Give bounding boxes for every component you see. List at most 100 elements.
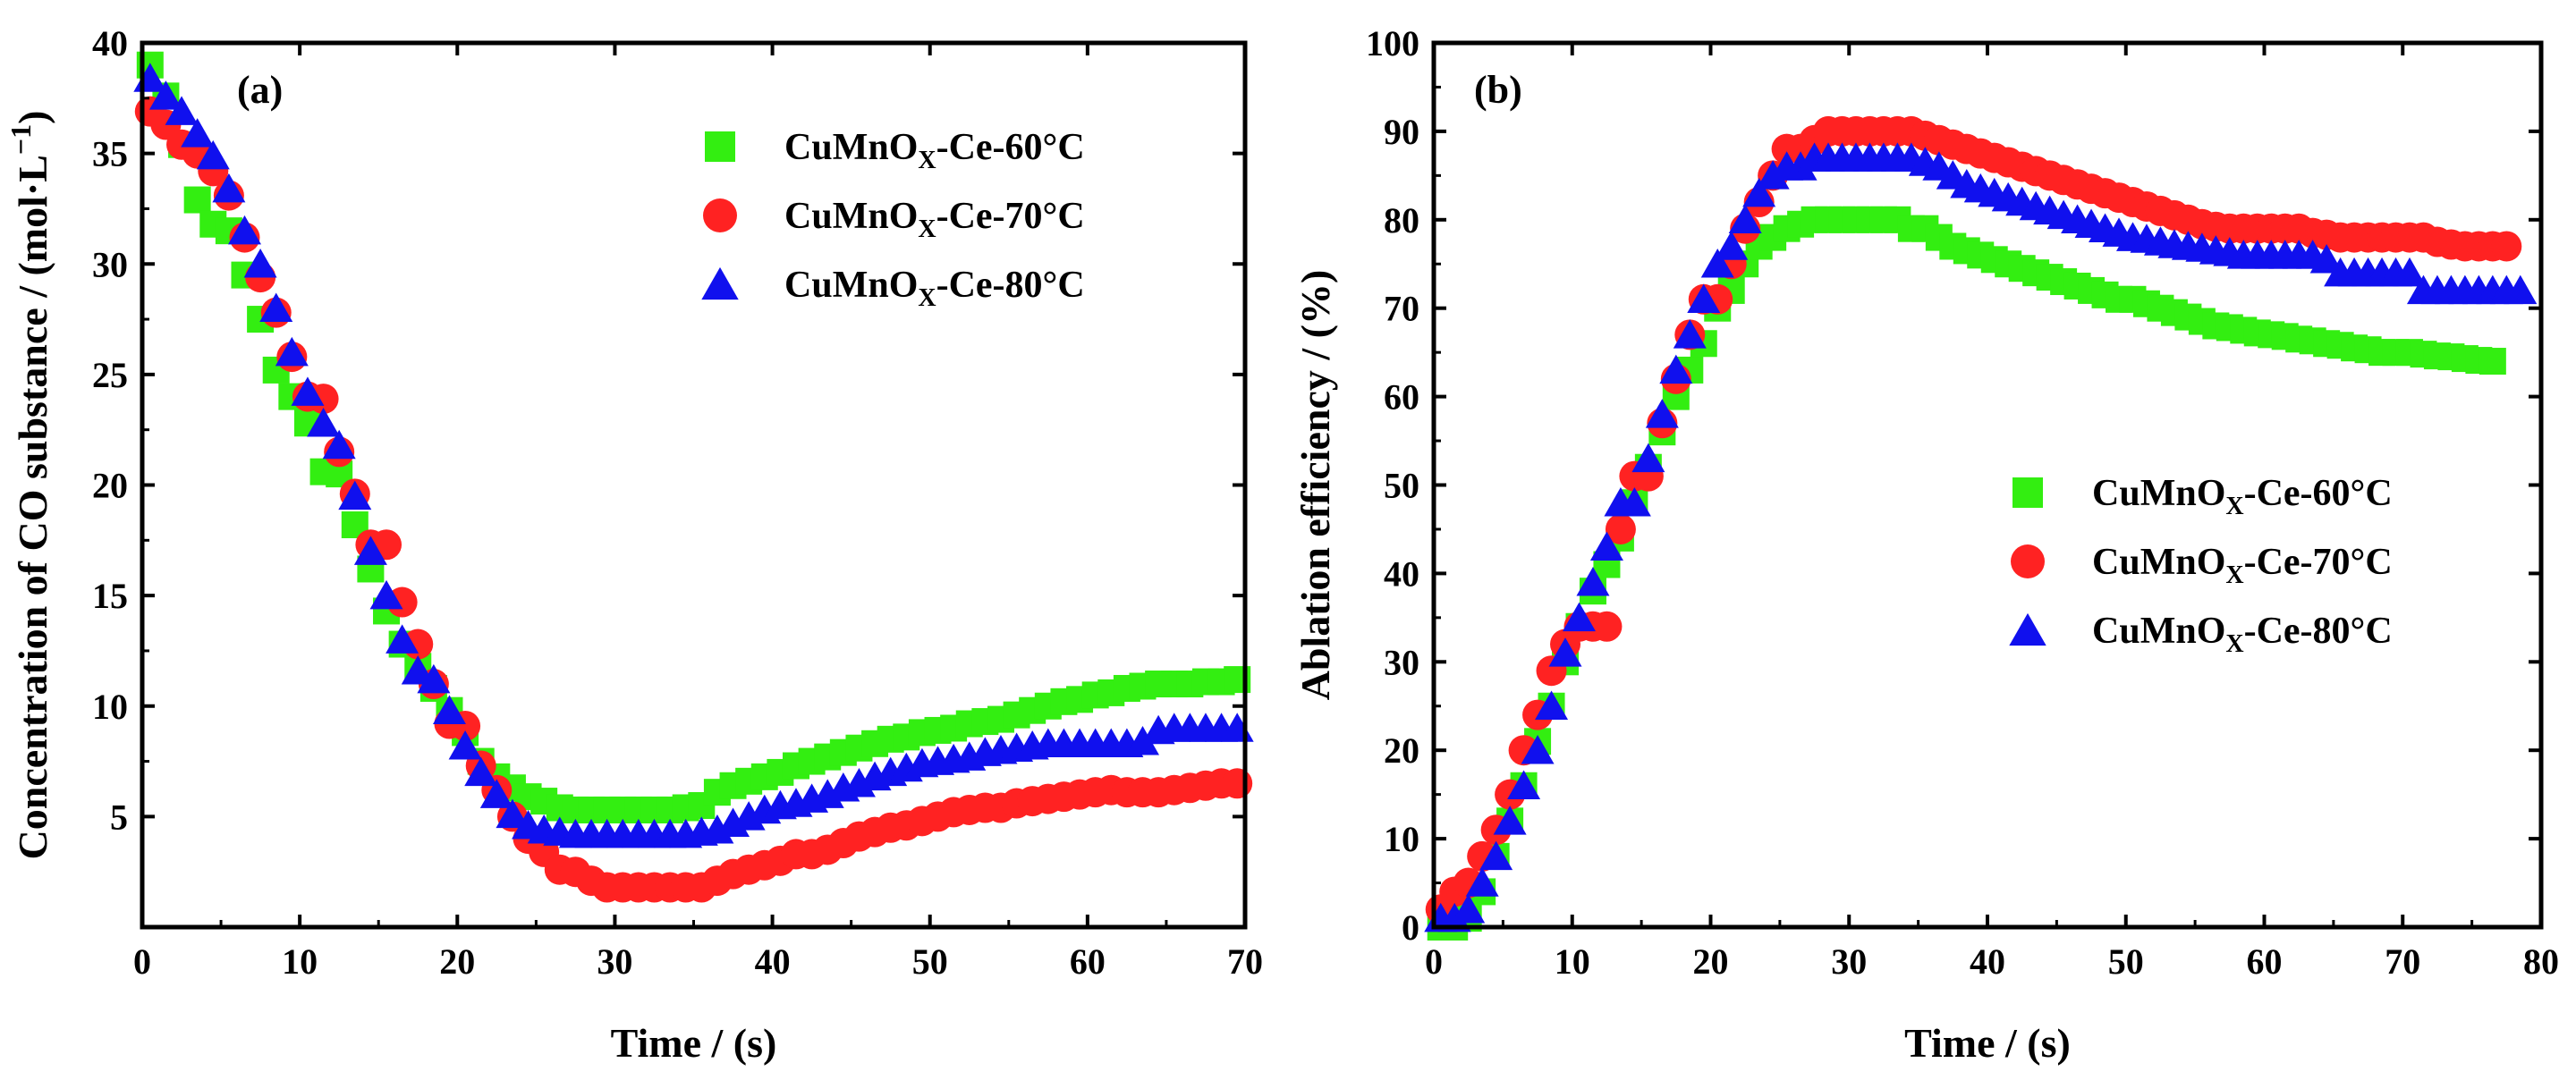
data-point (1631, 443, 1665, 473)
legend-label-sub: X (2225, 630, 2243, 658)
data-point (1784, 151, 1818, 181)
y-tick-label: 40 (1384, 553, 1419, 594)
legend-label-suffix: -Ce-80°C (936, 265, 1085, 306)
y-tick-label: 90 (1384, 112, 1419, 152)
y-tick-label: 60 (1384, 377, 1419, 418)
data-point (1700, 249, 1734, 278)
x-tick-label: 50 (2108, 941, 2144, 982)
data-point (1659, 354, 1693, 384)
data-point (212, 173, 246, 203)
data-point (496, 798, 530, 829)
y-tick-label: 0 (1402, 907, 1419, 948)
legend-label-suffix: -Ce-70°C (936, 196, 1085, 237)
data-point (1465, 867, 1499, 897)
x-tick-label: 40 (1970, 941, 2005, 982)
legend-label-sub: X (2225, 493, 2243, 520)
panel-label: (a) (237, 68, 283, 112)
legend-label: CuMnOX-Ce-80°C (784, 265, 1085, 312)
x-tick-label: 70 (2385, 941, 2420, 982)
series-triangle (133, 63, 1254, 848)
data-point (2309, 244, 2343, 274)
data-point (1645, 399, 1679, 428)
panel-a: 0 10 20 30 40 50 60 70 5 10 15 20 25 30 35 40 (a) Time / … (4, 23, 1263, 1066)
x-tick-label: 0 (1425, 941, 1443, 982)
legend-label: CuMnOX-Ce-70°C (2092, 542, 2393, 589)
data-point (432, 695, 466, 724)
data-point (243, 249, 277, 278)
legend-label-name: CuMnO (2092, 473, 2225, 514)
data-point (448, 730, 482, 760)
data-point (2479, 348, 2506, 375)
data-point (1591, 611, 1623, 642)
x-tick-label: 60 (2247, 941, 2283, 982)
x-axis-label: Time / (s) (1904, 1020, 2071, 1066)
data-point (181, 118, 215, 148)
data-point (259, 292, 293, 322)
data-point (1548, 637, 1582, 667)
legend: CuMnOX-Ce-60°CCuMnOX-Ce-70°CCuMnOX-Ce-80… (701, 127, 1085, 312)
series-triangle (1424, 142, 2538, 932)
y-axis-label: Ablation efficiency / (%) (1292, 270, 1338, 701)
data-point (1617, 487, 1651, 517)
y-axis-label-main: Concentration of CO substance / (mol·L (10, 155, 55, 859)
y-tick-label: 20 (1384, 730, 1419, 771)
x-tick-label: 10 (1555, 941, 1590, 982)
data-point (1493, 806, 1527, 835)
data-point (196, 139, 230, 170)
legend-marker-square (2012, 477, 2043, 508)
x-tick-label: 30 (1831, 941, 1867, 982)
panel-b: 0 10 20 30 40 50 60 70 80 0 10 20 30 40 50 60 70 80 90 100 (… (1292, 23, 2559, 1066)
y-tick-label: 100 (1366, 23, 1419, 63)
y-axis-label-tail: ) (10, 111, 55, 124)
data-point (1521, 734, 1555, 764)
data-point (2504, 274, 2538, 305)
legend: CuMnOX-Ce-60°CCuMnOX-Ce-70°CCuMnOX-Ce-80… (2009, 473, 2393, 658)
data-point (1535, 690, 1569, 720)
x-tick-label: 40 (755, 941, 791, 982)
legend-label: CuMnOX-Ce-60°C (2092, 473, 2393, 520)
legend-marker-circle (2011, 544, 2045, 578)
data-point (386, 624, 419, 654)
legend-marker-triangle (2009, 612, 2046, 646)
y-tick-label: 30 (92, 244, 128, 284)
x-tick-label: 50 (912, 941, 948, 982)
data-point (1126, 726, 1160, 755)
legend-label-name: CuMnO (784, 265, 918, 306)
data-point (1576, 567, 1610, 596)
data-point (291, 376, 325, 406)
legend-marker-circle (703, 198, 737, 232)
data-point (1742, 177, 1776, 207)
data-point (353, 536, 387, 565)
legend-label-suffix: -Ce-60°C (936, 127, 1085, 168)
x-axis-label: Time / (s) (611, 1020, 777, 1066)
y-axis-label-main: Ablation efficiency / (%) (1292, 270, 1338, 701)
series-circle (134, 96, 1253, 903)
data-point (322, 429, 356, 460)
legend-label-name: CuMnO (784, 196, 918, 237)
data-point (1605, 513, 1636, 544)
legend-label-sub: X (2225, 561, 2243, 589)
x-tick-label: 10 (282, 941, 318, 982)
data-point (401, 654, 435, 685)
legend-label-suffix: -Ce-80°C (2244, 611, 2393, 652)
data-point (1673, 319, 1707, 349)
data-point (148, 80, 182, 110)
data-points (1424, 115, 2538, 941)
data-point (2393, 257, 2427, 287)
data-point (2491, 231, 2522, 262)
data-point (1222, 768, 1253, 799)
data-point (1437, 902, 1471, 932)
x-tick-label: 20 (1693, 941, 1729, 982)
data-point (479, 779, 513, 808)
data-point (1589, 531, 1623, 561)
x-tick-label: 0 (133, 941, 151, 982)
legend-label: CuMnOX-Ce-70°C (784, 196, 1085, 243)
x-tick-label: 70 (1227, 941, 1263, 982)
y-tick-label: 15 (92, 576, 128, 616)
y-tick-label: 40 (92, 23, 128, 63)
y-tick-label: 30 (1384, 642, 1419, 682)
legend-label-name: CuMnO (2092, 542, 2225, 583)
y-tick-label: 10 (92, 687, 128, 727)
data-point (1728, 204, 1762, 234)
